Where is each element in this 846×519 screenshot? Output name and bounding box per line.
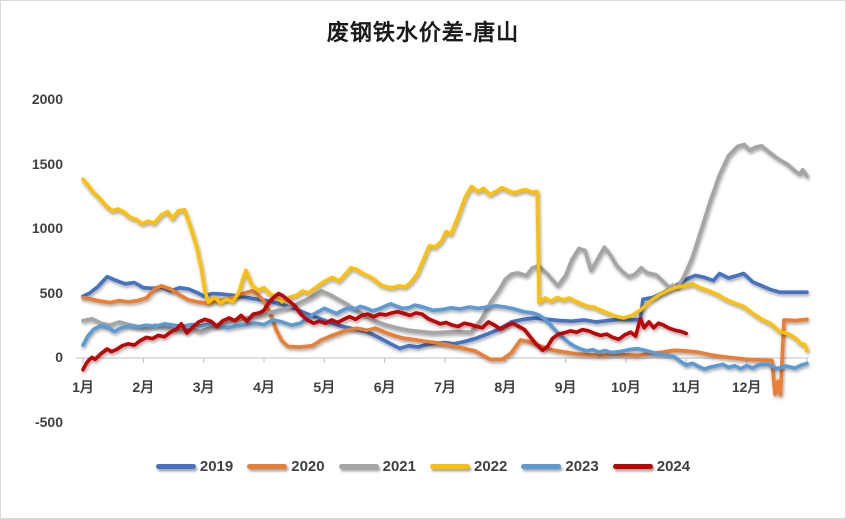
legend-label: 2021 — [382, 458, 416, 475]
y-axis-label-1500: 1500 — [31, 155, 63, 172]
legend-item-2020: 2020 — [247, 458, 325, 475]
series-line-2024 — [81, 291, 689, 372]
x-axis-label-11: 11月 — [671, 379, 701, 395]
legend-label: 2022 — [474, 458, 508, 475]
y-axis-label-1000: 1000 — [31, 220, 63, 236]
x-axis-label-3: 3月 — [192, 379, 215, 395]
x-axis-label-4: 4月 — [253, 379, 275, 395]
x-axis-label-6: 6月 — [373, 379, 396, 395]
legend: 2019 2020 2021 2022 2023 2024 — [1, 458, 845, 475]
legend-label: 2019 — [199, 458, 234, 475]
y-axis-label-500: 500 — [39, 284, 63, 301]
x-axis-label-7: 7月 — [434, 379, 456, 395]
series-line-2019 — [81, 271, 809, 351]
x-axis-label-9: 9月 — [554, 379, 577, 395]
series-line-2020 — [81, 283, 809, 397]
legend-label: 2023 — [565, 458, 599, 475]
legend-item-2024: 2024 — [612, 458, 691, 475]
legend-swatch-2023 — [521, 464, 562, 469]
x-axis-label-12: 12月 — [731, 379, 762, 395]
legend-swatch-2020 — [247, 464, 288, 469]
legend-label: 2024 — [656, 458, 691, 475]
legend-swatch-2022 — [430, 464, 470, 469]
legend-item-2021: 2021 — [338, 458, 416, 475]
x-axis-label-8: 8月 — [494, 379, 517, 395]
legend-item-2022: 2022 — [430, 458, 507, 475]
x-axis-label-5: 5月 — [313, 379, 336, 395]
y-axis-label-2000: 2000 — [31, 91, 63, 107]
y-axis-label--500: -500 — [34, 413, 63, 430]
legend-swatch-2019 — [155, 464, 196, 469]
x-axis-label-10: 10月 — [611, 379, 641, 395]
legend-item-2019: 2019 — [155, 458, 234, 475]
legend-label: 2020 — [291, 458, 325, 475]
chart-title: 废钢铁水价差-唐山 — [326, 20, 520, 45]
legend-item-2023: 2023 — [521, 458, 599, 475]
series-line-2022 — [81, 177, 809, 353]
legend-swatch-2021 — [338, 464, 379, 469]
legend-swatch-2024 — [612, 464, 653, 469]
series-line-2021 — [81, 142, 809, 335]
x-axis-label-2: 2月 — [132, 379, 155, 395]
x-axis-label-1: 1月 — [72, 379, 94, 395]
y-axis-label-0: 0 — [55, 349, 63, 365]
